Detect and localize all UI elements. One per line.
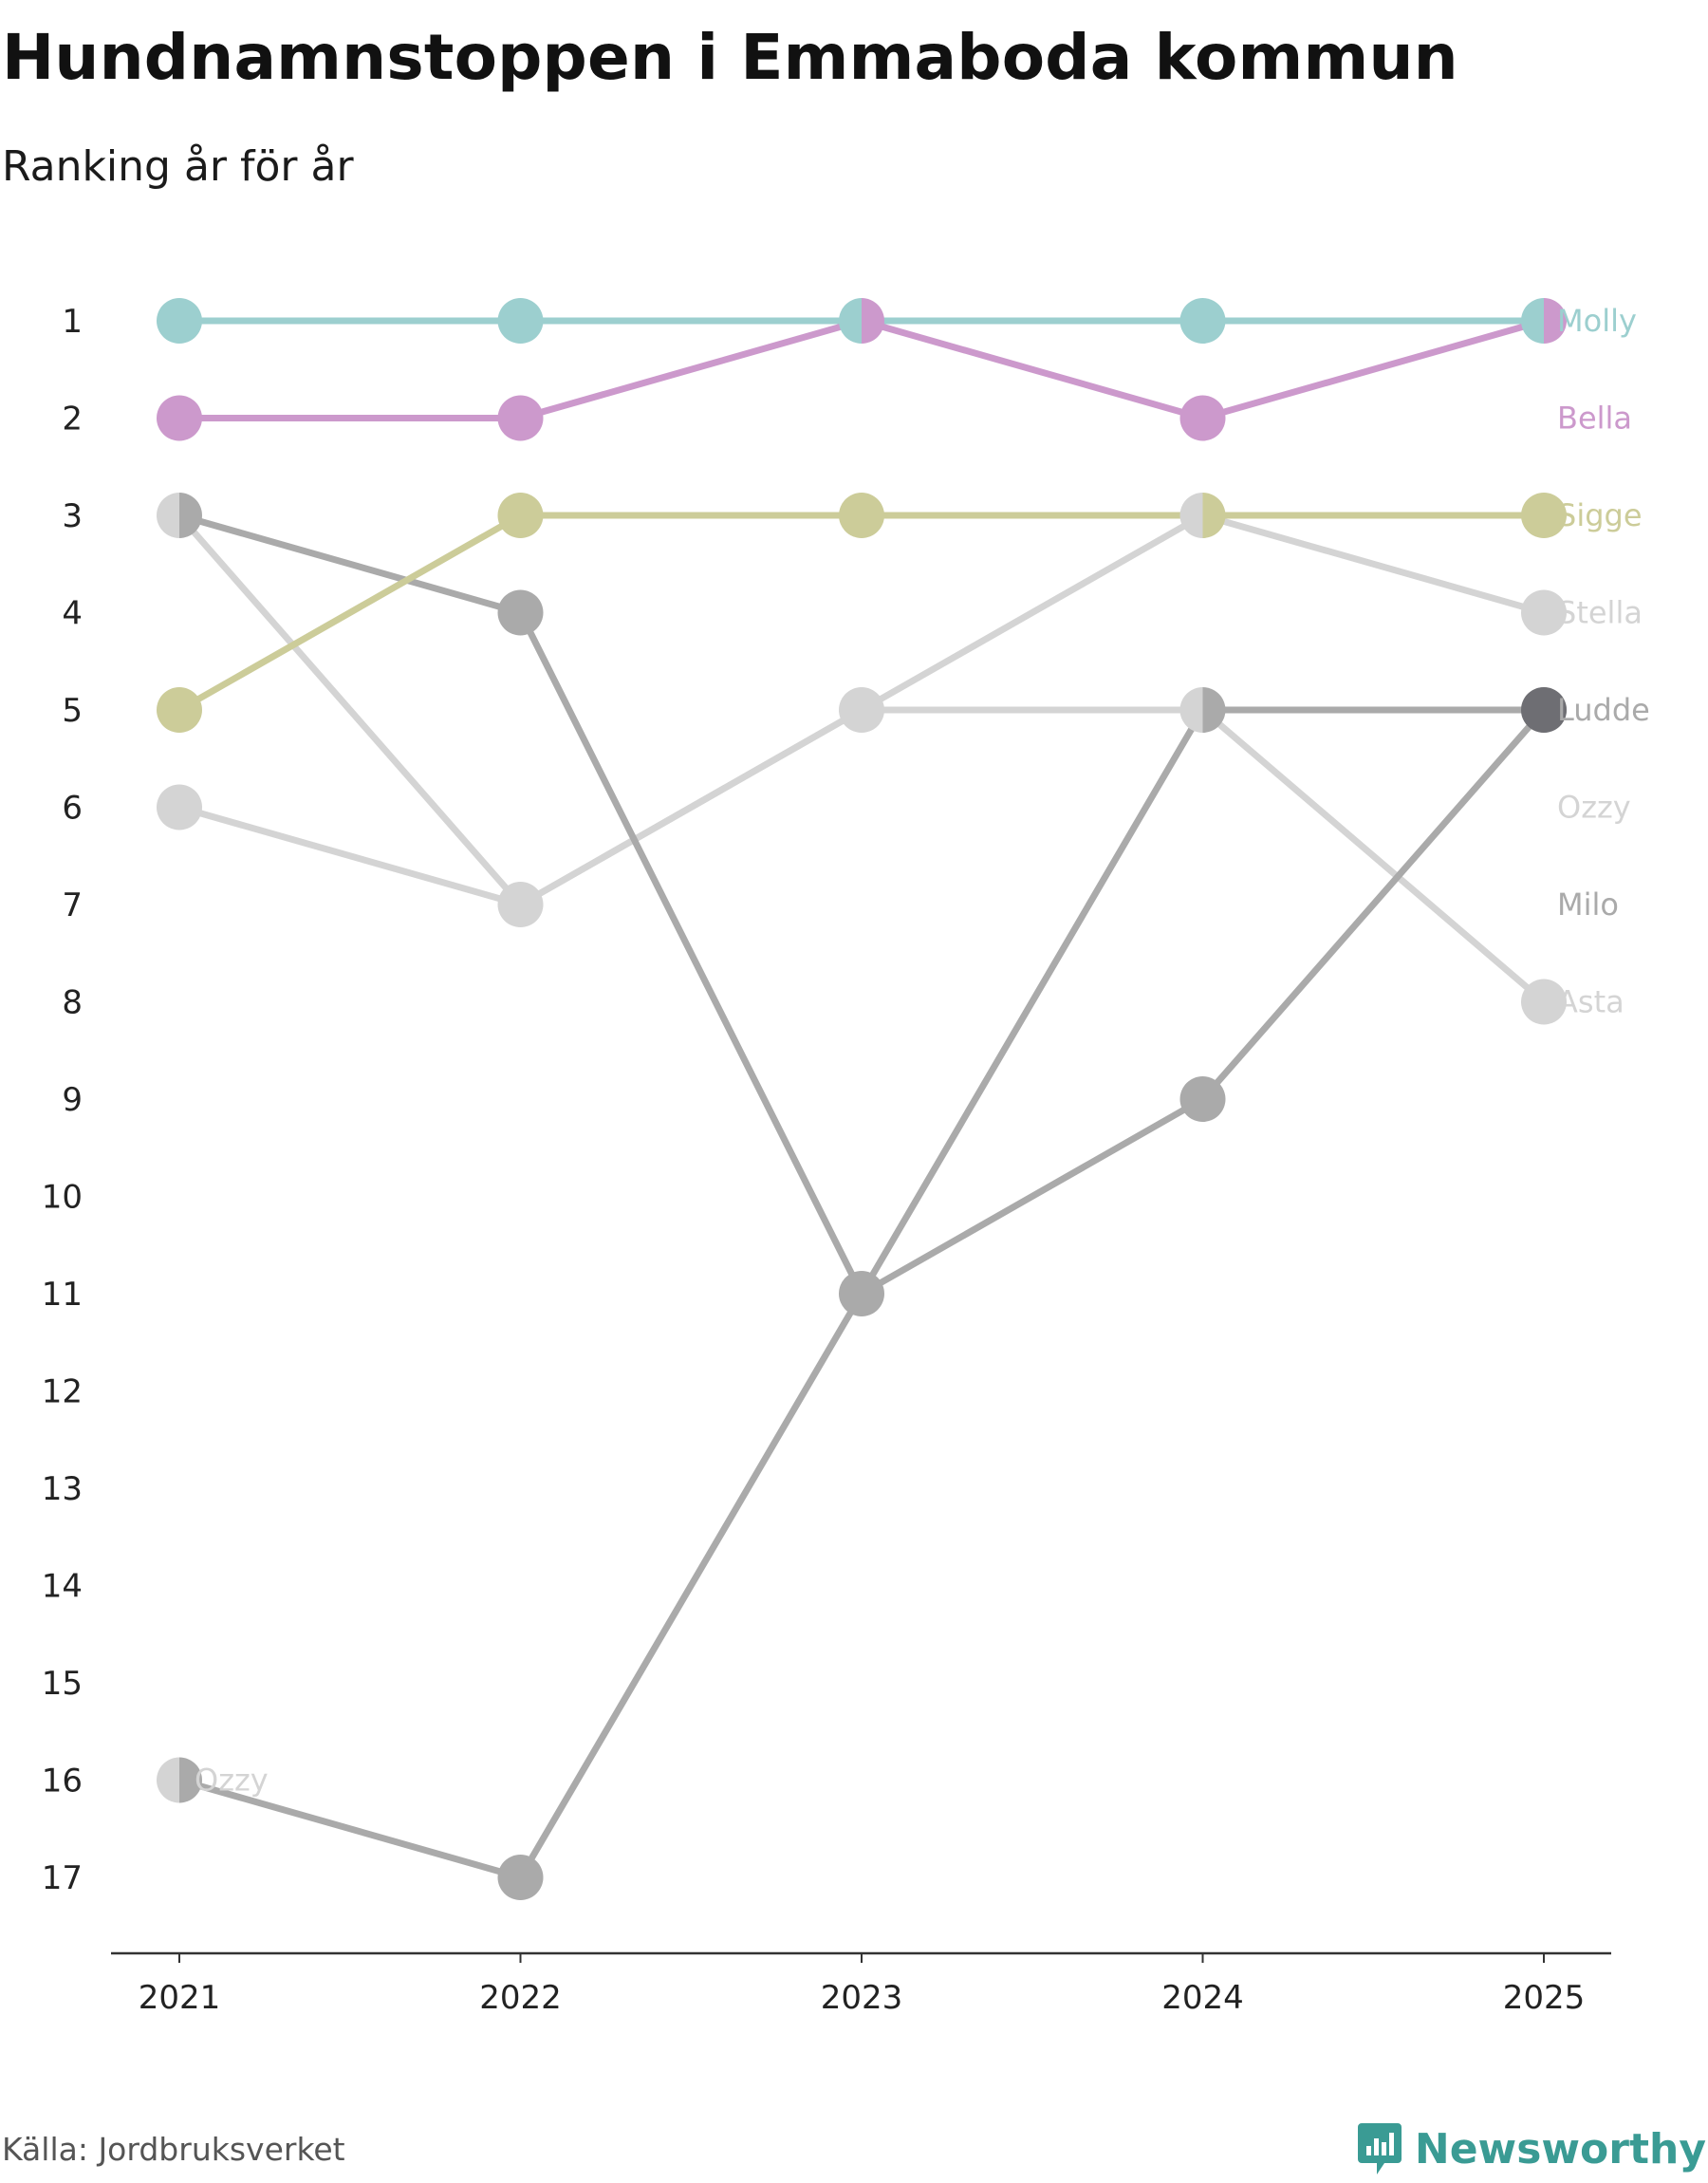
start-label-ozzy: Ozzy	[195, 1763, 269, 1799]
point-molly	[1179, 298, 1226, 344]
point-stella	[497, 882, 521, 927]
point-ozzy	[1179, 687, 1203, 733]
point-stella	[839, 687, 862, 733]
point-molly	[497, 298, 544, 344]
point-ludde	[1202, 687, 1226, 733]
y-tick-label: 3	[62, 497, 83, 535]
newsworthy-logo-icon	[1357, 2123, 1402, 2174]
series-line-sigge	[177, 512, 1544, 714]
point-sigge	[157, 687, 202, 733]
point-ozzy	[862, 687, 884, 733]
y-tick-label: 1	[62, 303, 83, 341]
point-sigge	[1202, 493, 1226, 538]
point-asta	[157, 1757, 179, 1803]
point-molly	[1521, 298, 1544, 344]
y-tick-label: 15	[42, 1665, 83, 1703]
end-label-stella: Stella	[1557, 595, 1643, 631]
chart-subtitle: Ranking år för år	[2, 142, 354, 191]
brand-name: Newsworthy	[1414, 2124, 1706, 2174]
y-tick-label: 7	[62, 886, 83, 924]
point-bella	[862, 298, 884, 344]
brand-logo[interactable]: Newsworthy	[1356, 2121, 1706, 2176]
y-tick-label: 10	[42, 1179, 83, 1217]
end-label-asta: Asta	[1557, 984, 1624, 1020]
y-tick-label: 14	[42, 1568, 83, 1606]
point-milo	[1179, 1076, 1226, 1122]
point-sigge	[497, 493, 544, 538]
point-stella	[157, 493, 179, 538]
end-label-sigge: Sigge	[1557, 497, 1643, 533]
point-ludde	[179, 493, 202, 538]
point-ozzy	[1521, 979, 1567, 1025]
point-bella	[1179, 395, 1226, 441]
x-tick-label: 2024	[1161, 1979, 1244, 2017]
y-tick-label: 11	[42, 1276, 83, 1314]
point-bella	[157, 395, 202, 441]
y-tick-label: 13	[42, 1470, 83, 1508]
end-label-ludde: Ludde	[1557, 692, 1650, 728]
y-tick-label: 12	[42, 1373, 83, 1411]
y-tick-label: 5	[62, 692, 83, 730]
point-molly	[157, 298, 202, 344]
y-tick-label: 2	[62, 401, 83, 438]
point-molly	[839, 298, 862, 344]
y-tick-label: 8	[62, 984, 83, 1022]
y-tick-label: 16	[42, 1763, 83, 1801]
y-tick-label: 17	[42, 1859, 83, 1897]
point-ludde	[839, 1271, 862, 1316]
y-tick-label: 9	[62, 1081, 83, 1119]
point-ludde	[497, 589, 544, 636]
point-milo	[497, 1855, 544, 1900]
point-milo	[179, 1757, 202, 1803]
point-bella	[497, 395, 544, 441]
point-highlight	[1521, 687, 1567, 733]
source-note: Källa: Jordbruksverket	[2, 2131, 345, 2168]
point-ozzy	[520, 882, 544, 927]
point-bella	[1544, 298, 1567, 344]
point-sigge	[839, 493, 884, 538]
point-ozzy	[157, 784, 202, 830]
x-tick-label: 2021	[139, 1979, 221, 2017]
point-milo	[862, 1271, 884, 1316]
chart-title: Hundnamnstoppen i Emmaboda kommun	[2, 21, 1458, 94]
point-sigge	[1521, 493, 1567, 538]
end-label-bella: Bella	[1557, 401, 1632, 437]
point-stella	[1521, 589, 1567, 636]
y-tick-label: 4	[62, 595, 83, 633]
x-tick-label: 2025	[1503, 1979, 1586, 2017]
end-label-ozzy: Ozzy	[1557, 790, 1631, 826]
end-label-molly: Molly	[1557, 303, 1637, 339]
y-tick-label: 6	[62, 790, 83, 828]
end-label-milo: Milo	[1557, 886, 1619, 923]
series-line-ludde	[178, 512, 1544, 1297]
x-tick-label: 2022	[479, 1979, 562, 2017]
point-stella	[1179, 493, 1203, 538]
x-tick-label: 2023	[821, 1979, 903, 2017]
